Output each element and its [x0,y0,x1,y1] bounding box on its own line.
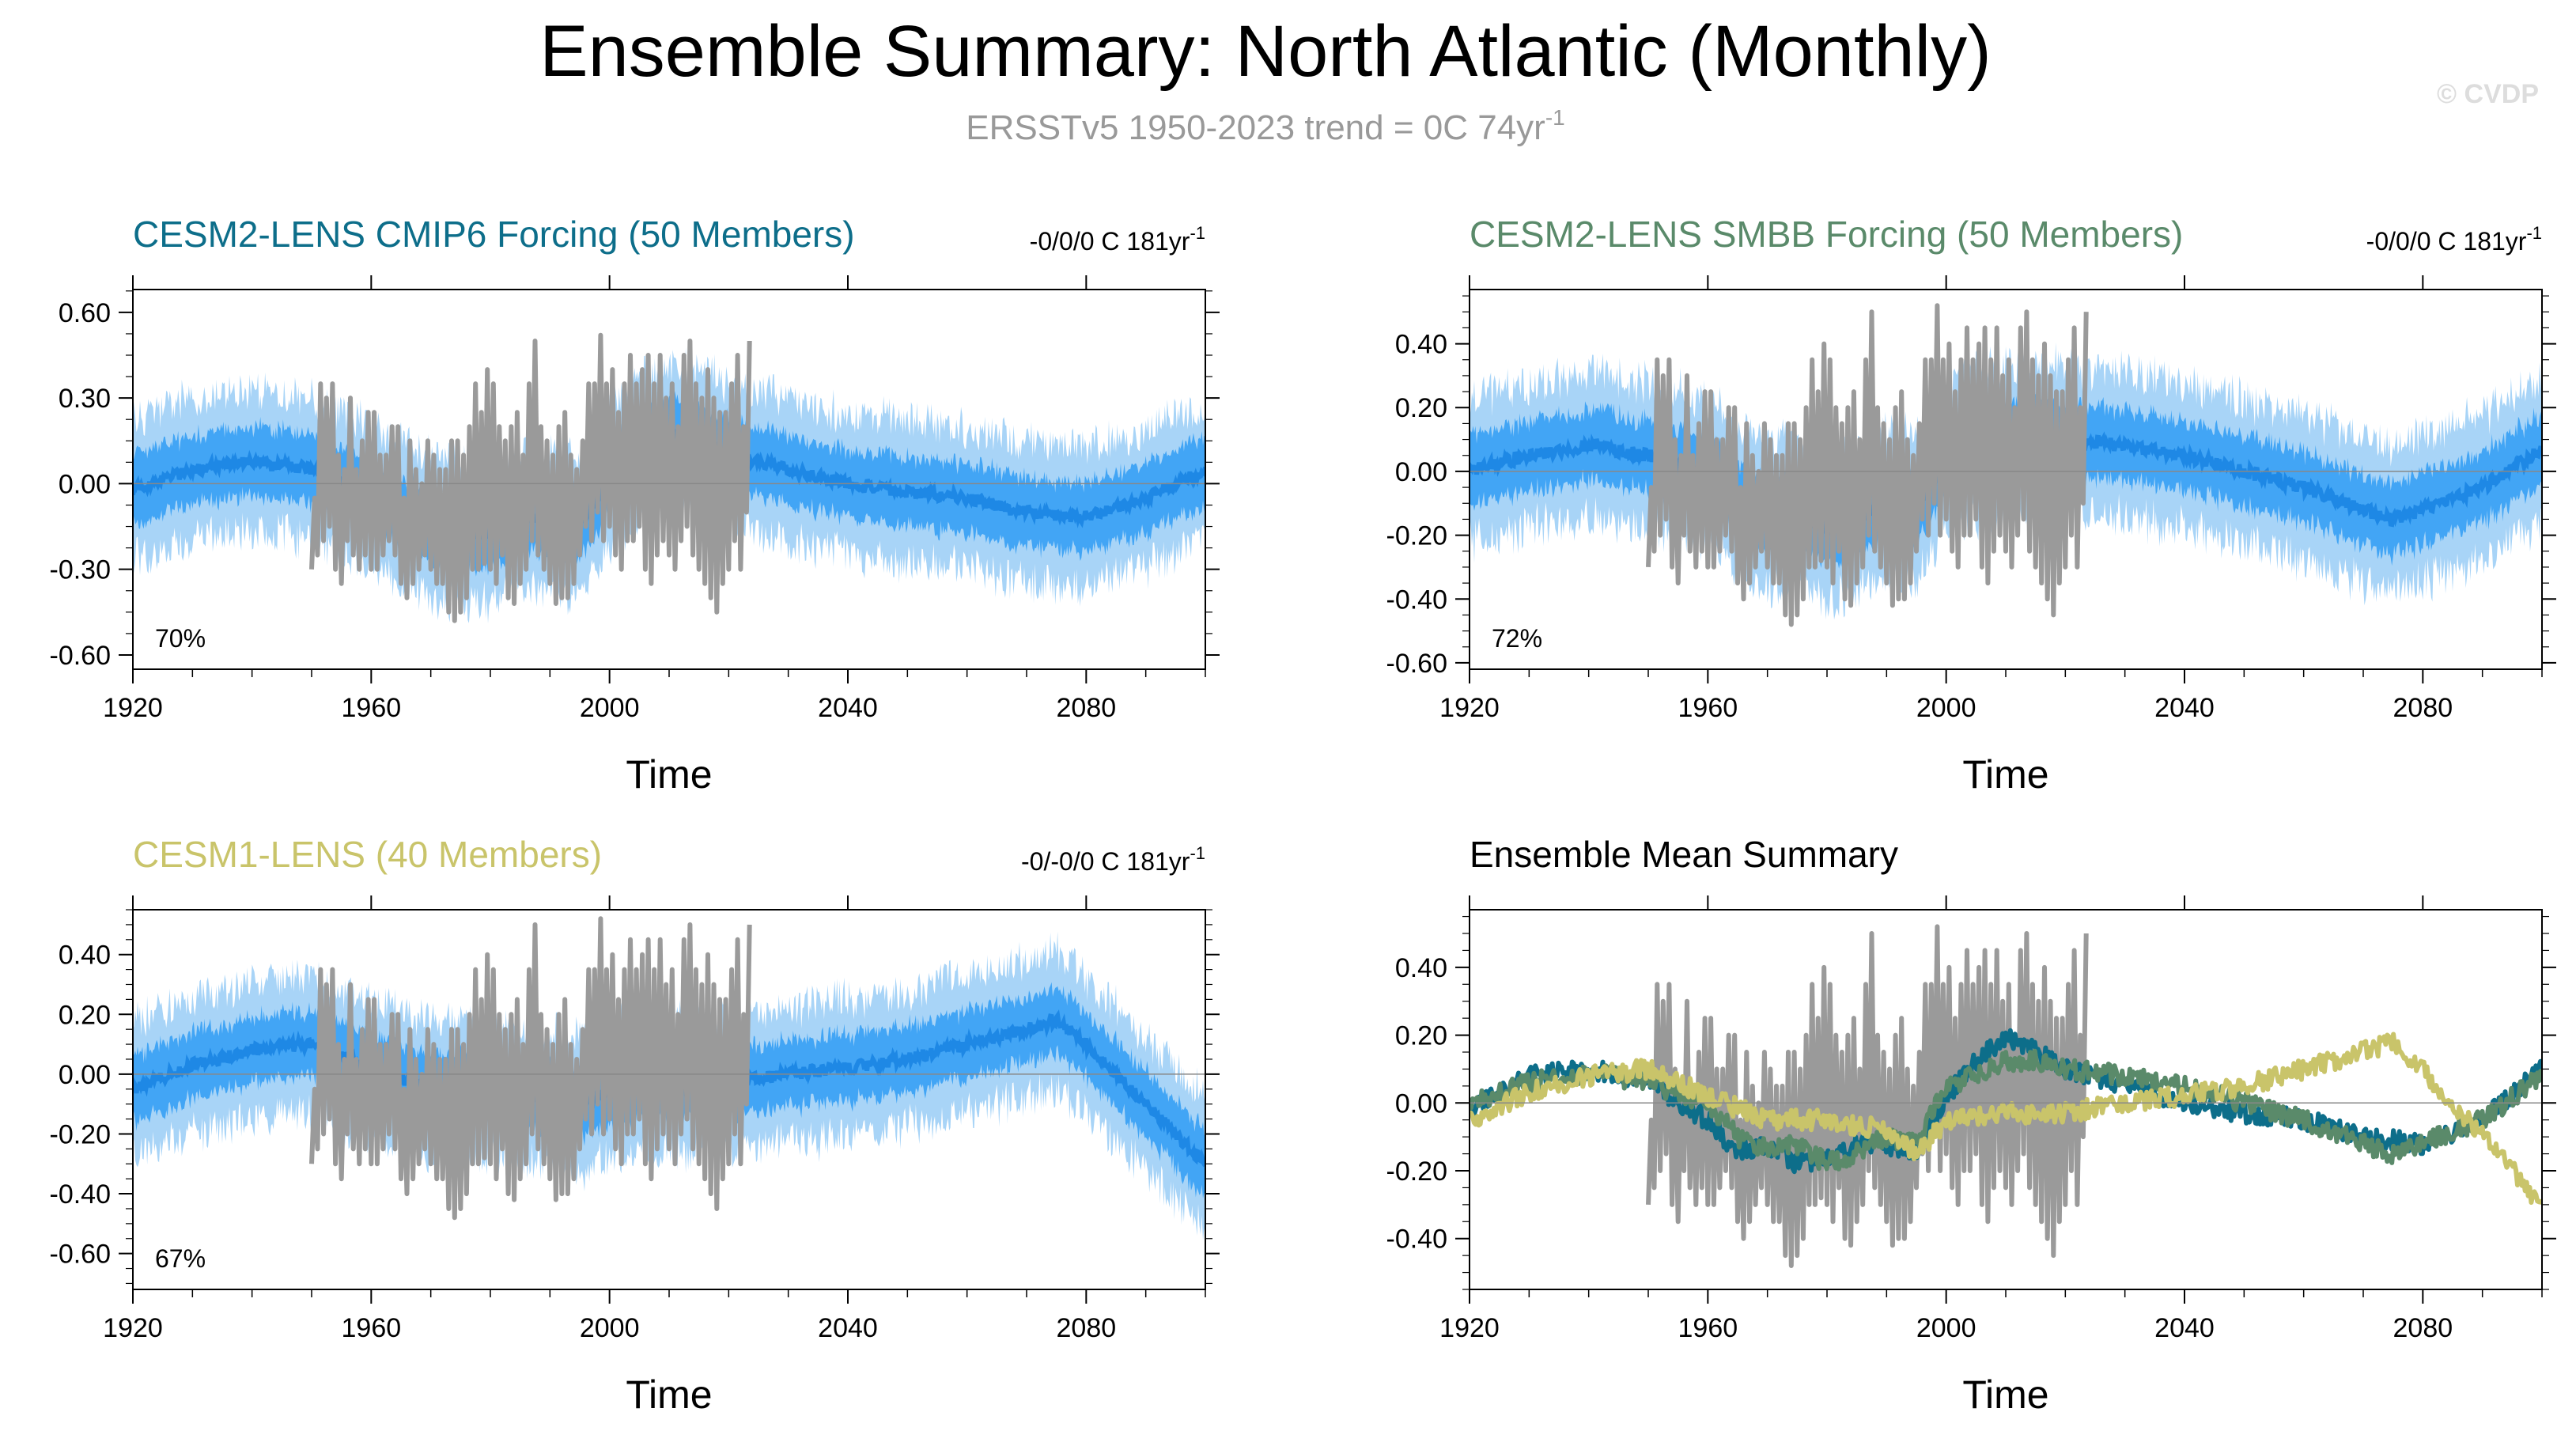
main-title: Ensemble Summary: North Atlantic (Monthl… [539,11,1992,92]
plot-area [1470,924,2542,1268]
x-tick-label: 2040 [2154,693,2215,723]
subtitle-superscript: -1 [1545,105,1565,130]
observations-line [309,332,752,623]
panel-cesm2-cmip6: CESM2-LENS CMIP6 Forcing (50 Members) -0/… [50,214,1220,797]
panel-title: Ensemble Mean Summary [1470,834,1898,875]
panel-trend: -0/0/0 C 181yr-1 [2366,223,2542,256]
x-tick-label: 2080 [1057,693,1117,723]
x-tick-label: 2000 [580,1313,640,1343]
panel-title: CESM1-LENS (40 Members) [133,834,602,875]
series-line-2 [1470,1032,2542,1205]
y-tick-label: -0.20 [1386,1157,1448,1187]
x-tick-label: 1920 [1439,1313,1500,1343]
y-tick-label: -0.60 [1386,649,1448,679]
percent-label: 72% [1492,624,1542,653]
panel-trend-value: -0/0/0 C 181yr [1030,227,1190,256]
y-tick-label: -0.20 [50,1119,112,1149]
panel-trend-value: -0/0/0 C 181yr [2366,227,2527,256]
subtitle-main: ERSSTv5 1950-2023 trend = 0C 74yr [966,108,1545,147]
plot-area [1470,303,2542,627]
observations-line [309,916,752,1221]
x-axis-title: Time [1962,752,2048,797]
y-tick-label: -0.30 [50,555,112,585]
y-tick-label: 0.00 [59,469,111,499]
x-tick-label: 2040 [818,693,878,723]
x-tick-label: 2080 [2393,1313,2453,1343]
observations-line [1646,303,2089,627]
x-tick-label: 2000 [1916,693,1976,723]
panel-cesm1: CESM1-LENS (40 Members) -0/-0/0 C 181yr-1… [50,834,1220,1417]
x-tick-label: 2000 [1916,1313,1976,1343]
x-tick-label: 2040 [2154,1313,2215,1343]
panel-ensemble-mean-summary: Ensemble Mean Summary 1920 1960 2000 2040 208… [1386,834,2556,1417]
x-tick-label: 1960 [342,693,402,723]
y-tick-label: 0.20 [1395,1021,1447,1051]
y-tick-label: 0.40 [1395,330,1447,360]
panel-trend-superscript: -1 [2526,223,2542,243]
x-axis-title: Time [626,1372,712,1417]
y-tick-label: -0.60 [50,641,112,671]
panel-trend: -0/-0/0 C 181yr-1 [1021,843,1205,876]
panel-title: CESM2-LENS CMIP6 Forcing (50 Members) [133,214,855,255]
percent-label: 67% [155,1244,206,1273]
x-tick-label: 1960 [1678,693,1738,723]
panel-trend-superscript: -1 [1190,843,1205,863]
y-tick-label: 0.60 [59,298,111,328]
subtitle: ERSSTv5 1950-2023 trend = 0C 74yr-1 [966,105,1564,147]
panel-title: CESM2-LENS SMBB Forcing (50 Members) [1470,214,2183,255]
x-tick-label: 1960 [342,1313,402,1343]
panel-trend-superscript: -1 [1190,223,1205,243]
y-tick-label: -0.40 [50,1179,112,1210]
y-tick-label: 0.40 [1395,953,1447,983]
x-tick-label: 1960 [1678,1313,1738,1343]
cvdp-watermark: © CVDP [2437,79,2539,109]
y-tick-label: -0.40 [1386,1225,1448,1255]
x-axis-title: Time [626,752,712,797]
x-tick-label: 1920 [103,1313,163,1343]
y-tick-label: 0.20 [1395,393,1447,423]
y-tick-label: 0.40 [59,941,111,971]
panel-trend-value: -0/-0/0 C 181yr [1021,847,1190,876]
x-tick-label: 1920 [1439,693,1500,723]
plot-area [133,916,1205,1244]
plot-area [133,332,1205,624]
panel-trend: -0/0/0 C 181yr-1 [1030,223,1205,256]
y-tick-label: 0.00 [1395,1088,1447,1119]
x-axis-title: Time [1962,1372,2048,1417]
x-tick-label: 2000 [580,693,640,723]
y-tick-label: -0.20 [1386,521,1448,551]
x-tick-label: 2080 [2393,693,2453,723]
y-tick-label: -0.40 [1386,585,1448,615]
x-tick-label: 2080 [1057,1313,1117,1343]
panel-cesm2-smbb: CESM2-LENS SMBB Forcing (50 Members) -0/0… [1386,214,2556,797]
y-tick-label: -0.60 [50,1240,112,1270]
x-tick-label: 1920 [103,693,163,723]
y-tick-label: 0.30 [59,384,111,414]
y-tick-label: 0.20 [59,1000,111,1030]
y-tick-label: 0.00 [1395,457,1447,487]
y-tick-label: 0.00 [59,1060,111,1090]
percent-label: 70% [155,624,206,653]
x-tick-label: 2040 [818,1313,878,1343]
